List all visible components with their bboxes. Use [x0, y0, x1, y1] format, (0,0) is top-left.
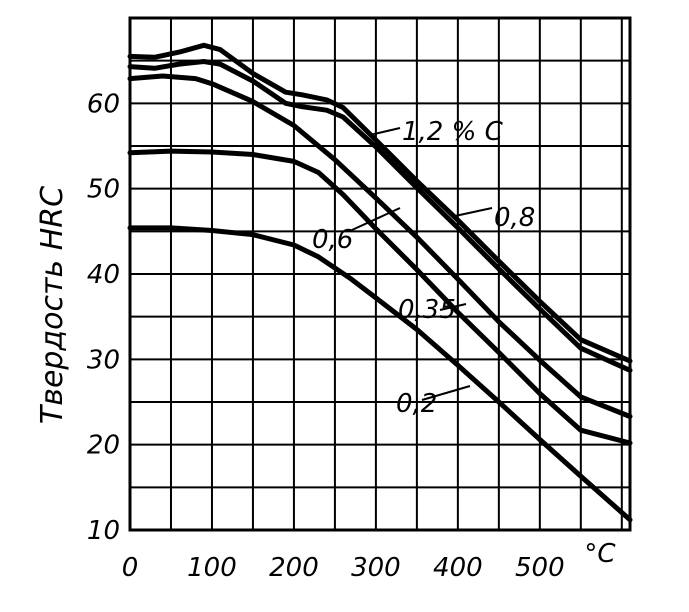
y-tick-label: 30 [87, 345, 120, 375]
series-leader-line [351, 207, 401, 231]
y-tick-label: 10 [87, 516, 120, 546]
series-line-1 [127, 59, 633, 373]
series-lines [127, 42, 633, 523]
series-leader-line [369, 127, 401, 136]
series-label: 0,2 [396, 389, 437, 419]
y-tick-label: 40 [87, 260, 120, 290]
x-tick-label: 0 [122, 553, 139, 583]
series-leader-line [439, 303, 467, 311]
x-tick-label: 200 [269, 553, 319, 583]
y-tick-label: 50 [87, 175, 120, 205]
label-leaders [351, 127, 493, 401]
series-labels: 1,2 % C 0,8 0,6 0,35 0,2 [312, 117, 535, 419]
y-axis-title: Твердость HRC [35, 186, 70, 424]
series-line-0 [127, 42, 633, 364]
series-leader-line [454, 207, 493, 217]
x-unit-label: °C [584, 539, 616, 569]
x-tick-labels: 0 100 200 300 400 500 [122, 553, 565, 583]
y-tick-label: 60 [87, 89, 120, 119]
y-tick-label: 20 [87, 431, 120, 461]
series-line-3 [127, 148, 633, 446]
x-tick-label: 300 [351, 553, 401, 583]
series-line-4 [127, 225, 633, 523]
plot-frame [128, 16, 632, 532]
series-label: 0,35 [398, 295, 456, 325]
series-label: 0,8 [494, 203, 535, 233]
x-tick-label: 400 [433, 553, 483, 583]
series-label: 0,6 [312, 225, 353, 255]
series-leader-line [421, 385, 471, 401]
x-tick-label: 500 [515, 553, 565, 583]
series-line-2 [127, 73, 633, 419]
y-tick-labels: 10 20 30 40 50 60 [87, 89, 120, 546]
series-label: 1,2 % C [402, 117, 504, 147]
x-tick-label: 100 [187, 553, 237, 583]
